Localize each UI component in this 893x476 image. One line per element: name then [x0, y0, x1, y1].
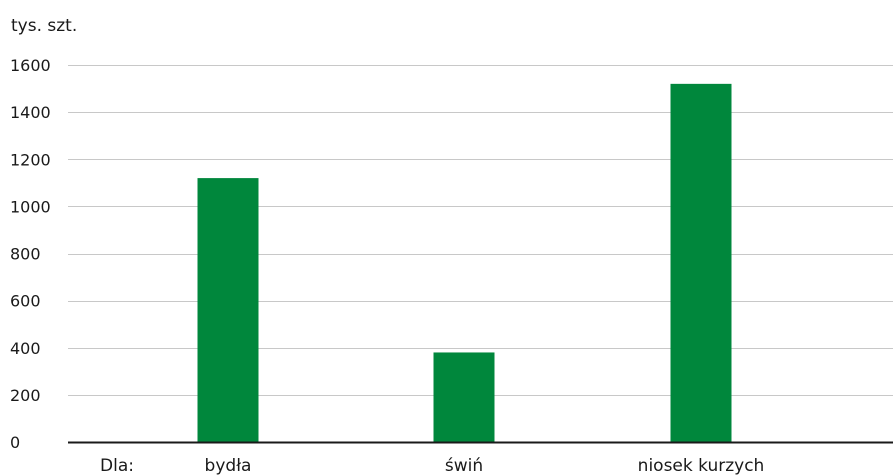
category-label-0: bydła	[205, 456, 252, 476]
y-tick-label-0: 0	[10, 433, 20, 452]
grid-lines	[68, 65, 893, 396]
category-label-1: świń	[445, 456, 483, 476]
bar-1	[433, 352, 495, 442]
y-tick-label-800: 800	[10, 245, 41, 264]
bar-0	[197, 178, 259, 442]
y-tick-label-200: 200	[10, 386, 41, 405]
y-tick-label-600: 600	[10, 292, 41, 311]
y-tick-label-1600: 1600	[10, 56, 51, 75]
y-tick-label-400: 400	[10, 339, 41, 358]
category-labels: Dla: bydła świń niosek kurzych	[100, 456, 764, 476]
y-tick-label-1400: 1400	[10, 103, 51, 122]
category-label-2: niosek kurzych	[638, 456, 765, 476]
bars	[197, 83, 732, 442]
bar-2	[670, 83, 732, 442]
category-prefix-label: Dla:	[100, 456, 134, 476]
y-tick-labels: 0 200 400 600 800 1000 1200 1400 1600	[10, 56, 51, 452]
y-axis-unit-label: tys. szt.	[11, 16, 78, 36]
y-tick-label-1200: 1200	[10, 150, 51, 169]
y-tick-label-1000: 1000	[10, 197, 51, 216]
